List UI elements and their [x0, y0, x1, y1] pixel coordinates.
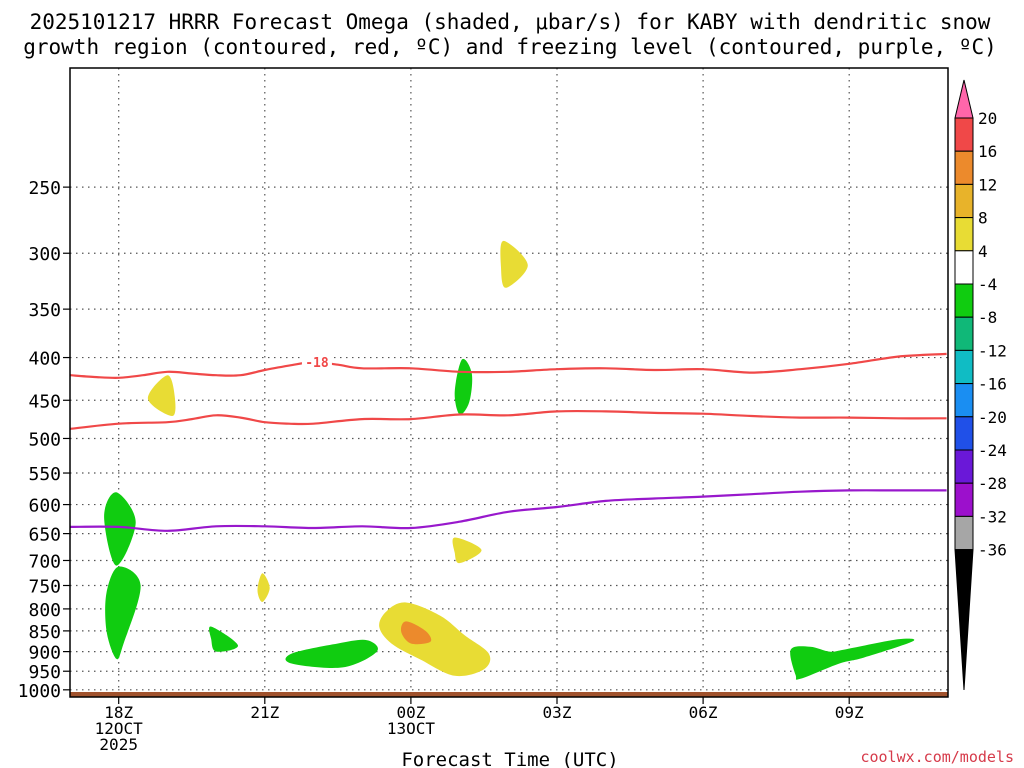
colorbar-level-label: -4 — [978, 275, 997, 294]
colorbar-level-label: -36 — [978, 541, 1007, 560]
y-tick-label: 450 — [28, 391, 61, 412]
omega-shaded-area — [452, 537, 482, 564]
y-tick-label: 350 — [28, 300, 61, 321]
contour-line — [70, 352, 947, 379]
colorbar-level-label: 8 — [978, 209, 988, 228]
y-tick-label: 550 — [28, 464, 61, 485]
contour-line — [70, 409, 947, 430]
y-tick-label: 700 — [28, 551, 61, 572]
colorbar-segment — [954, 183, 974, 219]
omega-shaded-area — [147, 375, 176, 417]
colorbar-segment — [954, 316, 974, 351]
colorbar-top-arrow — [954, 79, 974, 119]
colorbar-level-label: -16 — [978, 375, 1007, 394]
colorbar-level-label: 16 — [978, 142, 997, 161]
terrain-bar — [70, 691, 948, 697]
x-tick-label: 09Z — [835, 703, 864, 722]
colorbar-level-label: -20 — [978, 408, 1007, 427]
omega-shaded-area — [104, 492, 136, 566]
colorbar-level-label: 4 — [978, 242, 988, 261]
x-tick-label: 06Z — [689, 703, 718, 722]
x-tick-label: 21Z — [250, 703, 279, 722]
omega-shaded-area — [454, 358, 473, 415]
credit-text: coolwx.com/models — [860, 748, 1014, 766]
x-axis-title: Forecast Time (UTC) — [401, 749, 618, 768]
y-tick-label: 1000 — [18, 681, 61, 702]
omega-shaded-area — [105, 566, 141, 660]
x-tick-label: 03Z — [543, 703, 572, 722]
colorbar-segment — [954, 416, 974, 451]
colorbar-level-label: 20 — [978, 109, 997, 128]
colorbar-segment — [954, 515, 974, 551]
y-tick-label: 800 — [28, 600, 61, 621]
colorbar-segment — [954, 383, 974, 418]
y-tick-label: 250 — [28, 178, 61, 199]
colorbar-segment — [954, 482, 974, 517]
y-tick-label: 400 — [28, 349, 61, 370]
chart-title-line-1: 2025101217 HRRR Forecast Omega (shaded, … — [30, 10, 991, 34]
colorbar-segment — [954, 217, 974, 252]
y-tick-label: 850 — [28, 622, 61, 643]
x-tick-label: 12OCT — [95, 719, 144, 738]
chart-title-line-2: growth region (contoured, red, ºC) and f… — [23, 35, 997, 59]
x-tick-label: 13OCT — [387, 719, 436, 738]
colorbar-level-label: -28 — [978, 474, 1007, 493]
y-tick-label: 300 — [28, 244, 61, 265]
y-tick-label: 650 — [28, 525, 61, 546]
colorbar-level-label: -32 — [978, 507, 1007, 526]
colorbar-segment — [954, 283, 974, 318]
x-tick-label: 18Z — [104, 703, 133, 722]
colorbar-segment — [954, 150, 974, 185]
x-tick-label: 2025 — [99, 735, 138, 754]
omega-shaded-area — [400, 621, 432, 645]
plot-frame — [69, 67, 949, 698]
omega-shaded-area — [257, 573, 270, 603]
colorbar-segment — [954, 117, 974, 152]
colorbar-level-label: 12 — [978, 175, 997, 194]
plot-area: -18 — [69, 67, 949, 698]
y-axis: 2503003504004505005506006507007508008509… — [18, 178, 70, 702]
colorbar-level-label: -12 — [978, 341, 1007, 360]
x-tick-label: 00Z — [396, 703, 425, 722]
omega-shaded-area — [790, 638, 915, 680]
colorbar-level-label: -8 — [978, 308, 997, 327]
y-tick-label: 750 — [28, 577, 61, 598]
omega-shaded-area — [379, 602, 491, 677]
colorbar: 20 16 12 8 4 -4 -8 -12 -16 -20 -24 -28 -32 -36 — [954, 79, 1007, 691]
omega-shaded-area — [500, 240, 528, 288]
contour-label: -18 — [305, 356, 329, 371]
contour-label-background — [301, 354, 332, 369]
y-tick-label: 600 — [28, 496, 61, 517]
y-tick-label: 950 — [28, 662, 61, 683]
y-tick-label: 500 — [28, 429, 61, 450]
colorbar-segment — [954, 250, 974, 285]
omega-shaded-area — [209, 626, 239, 652]
colorbar-level-label: -24 — [978, 441, 1007, 460]
y-tick-label: 900 — [28, 643, 61, 664]
colorbar-bottom-arrow — [954, 549, 974, 691]
omega-shaded-area — [285, 639, 378, 668]
colorbar-segment — [954, 449, 974, 484]
contour-line — [70, 489, 947, 532]
colorbar-segment — [954, 349, 974, 385]
